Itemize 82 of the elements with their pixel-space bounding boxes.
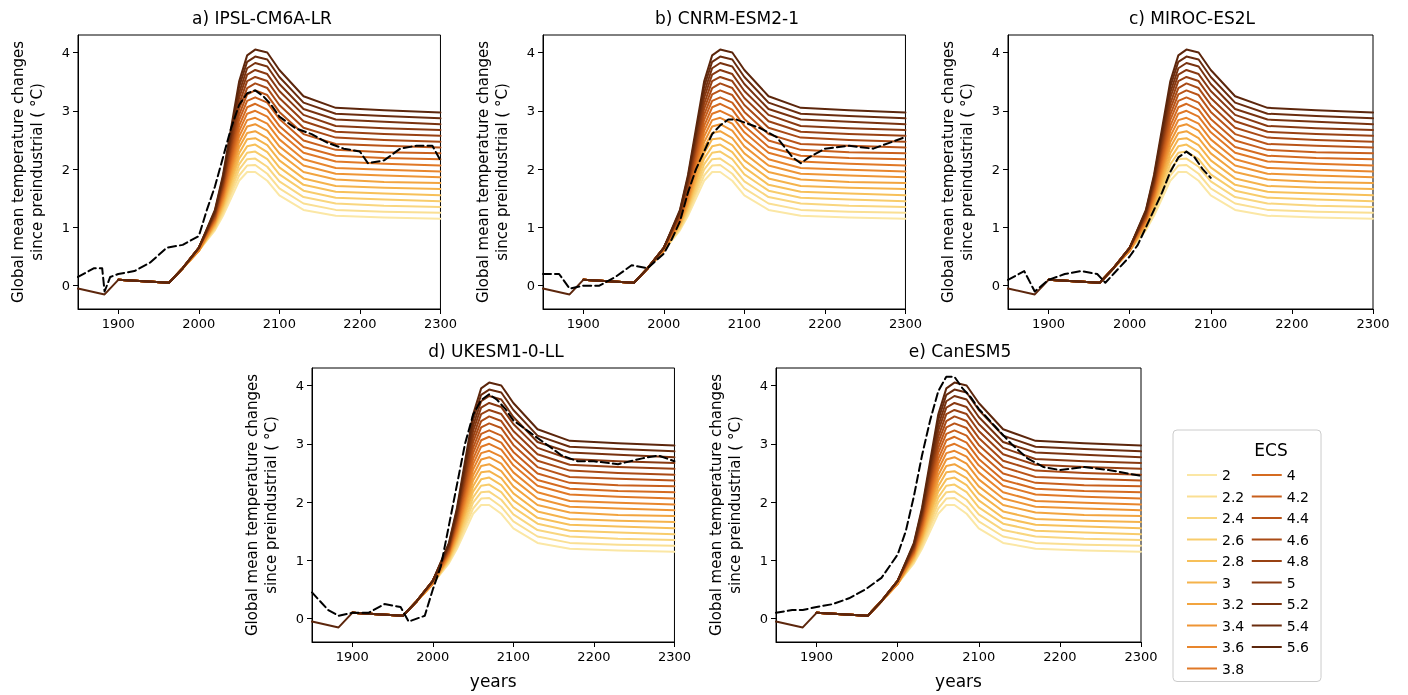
chart-title: c) MIROC-ES2L [1128, 7, 1256, 28]
x-tick-label: 2100 [1194, 316, 1228, 331]
x-axis-title: years [469, 670, 517, 691]
y-tick-label: 1 [526, 219, 535, 235]
legend-label: 3.8 [1222, 660, 1245, 677]
y-axis-title: Global mean temperature changes since preindustrial ( °C) [706, 373, 744, 636]
y-tick-label: 3 [991, 103, 1000, 119]
legend-label: 3 [1222, 574, 1231, 591]
legend-label: 5.4 [1286, 617, 1310, 634]
y-tick-label: 1 [991, 219, 1000, 235]
y-tick-label: 0 [295, 611, 304, 627]
legend-label: 4 [1286, 467, 1296, 483]
legend-label: 2 [1222, 467, 1231, 483]
y-tick-label: 4 [526, 44, 535, 60]
legend-label: 3.2 [1222, 596, 1245, 612]
x-tick-label: 1900 [335, 649, 369, 664]
legend-label: 2.8 [1222, 553, 1245, 569]
y-axis-title: Global mean temperature changes since preindustrial ( °C) [938, 40, 976, 303]
x-tick-label: 1900 [800, 649, 834, 664]
x-tick-label: 1900 [566, 316, 600, 331]
legend-label: 3.6 [1222, 639, 1245, 655]
y-tick-label: 3 [759, 436, 768, 452]
y-tick-label: 4 [295, 377, 304, 393]
legend-label: 3.4 [1222, 617, 1245, 634]
x-tick-label: 2000 [1113, 316, 1147, 331]
legend-label: 5.6 [1286, 639, 1310, 655]
y-tick-label: 1 [61, 219, 70, 235]
x-tick-label: 1900 [101, 316, 135, 331]
y-tick-label: 0 [526, 278, 535, 294]
x-tick-label: 2300 [1124, 649, 1158, 664]
x-tick-label: 2100 [262, 316, 296, 331]
x-tick-label: 2000 [647, 316, 681, 331]
legend-label: 4.4 [1286, 510, 1310, 526]
x-tick-label: 2100 [727, 316, 761, 331]
x-tick-label: 2100 [496, 649, 530, 664]
legend-label: 2.6 [1222, 531, 1245, 548]
y-tick-label: 2 [991, 161, 1000, 177]
legend-label: 4.2 [1286, 488, 1310, 505]
y-tick-label: 0 [759, 611, 768, 627]
x-tick-label: 2300 [888, 316, 922, 331]
x-tick-label: 2200 [1275, 316, 1309, 331]
y-tick-label: 3 [295, 436, 304, 452]
x-tick-label: 1900 [1032, 316, 1066, 331]
y-tick-label: 2 [526, 161, 535, 177]
x-tick-label: 2200 [343, 316, 377, 331]
x-tick-label: 2200 [808, 316, 842, 331]
x-axis-title: years [935, 670, 983, 691]
y-tick-label: 0 [991, 278, 1000, 294]
y-tick-label: 2 [61, 161, 70, 177]
x-tick-label: 2300 [423, 316, 457, 331]
y-tick-label: 4 [991, 44, 1000, 60]
chart-title: b) CNRM-ESM2-1 [655, 7, 799, 28]
x-tick-label: 2000 [416, 649, 450, 664]
y-tick-label: 1 [295, 552, 304, 568]
y-tick-label: 4 [759, 377, 768, 393]
y-axis-title: Global mean temperature changes since preindustrial ( °C) [8, 40, 46, 303]
chart-title: e) CanESM5 [908, 340, 1012, 361]
y-tick-label: 2 [295, 494, 304, 510]
x-tick-label: 2000 [881, 649, 915, 664]
y-axis-title: Global mean temperature changes since preindustrial ( °C) [242, 373, 280, 636]
y-axis-title: Global mean temperature changes since preindustrial ( °C) [473, 40, 511, 303]
legend-label: 2.2 [1222, 488, 1245, 505]
y-tick-label: 3 [526, 103, 535, 119]
x-tick-label: 2300 [657, 649, 691, 664]
legend-label: 5.2 [1286, 596, 1310, 612]
y-tick-label: 4 [61, 44, 70, 60]
x-tick-label: 2200 [577, 649, 611, 664]
y-tick-label: 1 [759, 552, 768, 568]
y-tick-label: 2 [759, 494, 768, 510]
legend-label: 4.6 [1286, 531, 1310, 548]
chart-title: a) IPSL-CM6A-LR [192, 7, 333, 28]
y-tick-label: 0 [61, 278, 70, 294]
legend-label: 2.4 [1222, 510, 1245, 526]
legend-title: ECS [1254, 439, 1288, 460]
legend-label: 5 [1286, 574, 1296, 591]
x-tick-label: 2300 [1356, 316, 1390, 331]
x-tick-label: 2100 [962, 649, 996, 664]
y-tick-label: 3 [61, 103, 70, 119]
x-tick-label: 2200 [1043, 649, 1077, 664]
chart-title: d) UKESM1-0-LL [428, 340, 565, 361]
legend-label: 4.8 [1286, 553, 1310, 569]
x-tick-label: 2000 [182, 316, 216, 331]
